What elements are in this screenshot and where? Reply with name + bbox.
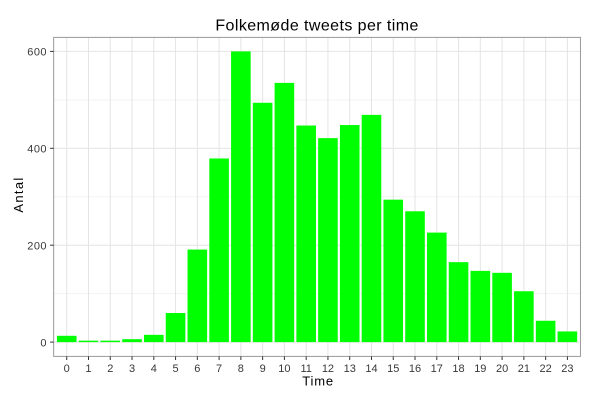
svg-text:4: 4 — [151, 363, 157, 375]
svg-text:2: 2 — [107, 363, 113, 375]
svg-text:14: 14 — [365, 363, 377, 375]
svg-text:0: 0 — [40, 337, 47, 349]
svg-text:21: 21 — [518, 363, 530, 375]
svg-text:11: 11 — [300, 363, 311, 375]
svg-text:20: 20 — [496, 363, 508, 375]
svg-text:1: 1 — [85, 363, 91, 375]
svg-text:600: 600 — [27, 47, 47, 59]
svg-text:15: 15 — [387, 363, 399, 375]
svg-text:18: 18 — [452, 363, 464, 375]
svg-text:19: 19 — [474, 363, 486, 375]
svg-text:9: 9 — [260, 363, 266, 375]
svg-text:17: 17 — [431, 363, 443, 375]
svg-text:400: 400 — [27, 144, 47, 156]
svg-text:3: 3 — [129, 363, 135, 375]
svg-text:22: 22 — [540, 363, 552, 375]
svg-text:5: 5 — [172, 363, 178, 375]
svg-text:Folkemøde tweets per time: Folkemøde tweets per time — [215, 18, 418, 35]
svg-text:16: 16 — [409, 363, 421, 375]
svg-text:6: 6 — [194, 363, 200, 375]
svg-text:12: 12 — [322, 363, 334, 375]
svg-text:200: 200 — [27, 241, 47, 253]
svg-text:13: 13 — [344, 363, 356, 375]
svg-text:Antal: Antal — [11, 176, 26, 212]
svg-text:Time: Time — [302, 373, 334, 388]
svg-text:10: 10 — [278, 363, 290, 375]
svg-text:23: 23 — [561, 363, 573, 375]
svg-text:7: 7 — [216, 363, 222, 375]
svg-text:8: 8 — [238, 363, 244, 375]
svg-text:0: 0 — [64, 363, 70, 375]
